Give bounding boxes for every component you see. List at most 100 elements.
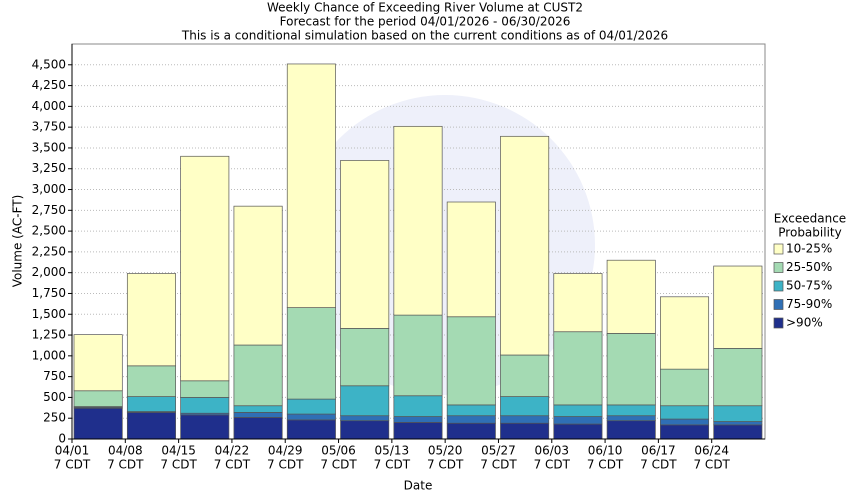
x-tick-label: 7 CDT xyxy=(54,458,91,472)
legend-swatch xyxy=(773,262,784,273)
bar-segment xyxy=(446,316,496,406)
x-tick-label: 7 CDT xyxy=(534,458,571,472)
x-tick-label: 7 CDT xyxy=(640,458,677,472)
legend-label: >90% xyxy=(786,316,823,330)
x-tick-label: 7 CDT xyxy=(480,458,517,472)
y-axis-label: Volume (AC-FT) xyxy=(11,195,25,288)
x-tick-label: 06/17 xyxy=(641,444,676,458)
y-tick-label: 4,250 xyxy=(32,78,66,92)
bar-segment xyxy=(340,160,390,329)
bar-segment xyxy=(233,417,283,440)
bar-segment xyxy=(180,155,230,382)
x-tick-label: 05/20 xyxy=(428,444,463,458)
x-tick-label: 05/27 xyxy=(481,444,516,458)
x-tick-label: 04/22 xyxy=(215,444,250,458)
y-tick-label: 3,750 xyxy=(32,120,66,134)
bar-segment xyxy=(500,354,550,397)
bar-segment xyxy=(286,63,336,308)
bar-segment xyxy=(500,415,550,424)
bar-segment xyxy=(446,415,496,424)
x-tick-label: 04/01 xyxy=(55,444,90,458)
y-tick-label: 750 xyxy=(43,369,66,383)
bar-segment xyxy=(606,420,656,440)
bar-segment xyxy=(446,201,496,318)
x-tick-label: 7 CDT xyxy=(267,458,304,472)
legend-title: Probability xyxy=(778,226,841,240)
bar-segment xyxy=(713,348,763,407)
chart-subtitle: Forecast for the period 04/01/2026 - 06/… xyxy=(280,15,571,29)
legend-swatch xyxy=(773,243,784,255)
bar-segment xyxy=(553,423,603,440)
x-tick-label: 06/10 xyxy=(588,444,623,458)
bar-segment xyxy=(286,398,336,415)
x-tick-label: 06/03 xyxy=(534,444,569,458)
bar-segment xyxy=(660,296,710,370)
legend-swatch xyxy=(773,280,784,292)
bar-segment xyxy=(446,422,496,440)
bar-segment xyxy=(713,421,763,426)
bar-segment xyxy=(340,420,390,440)
bar-segment xyxy=(180,414,230,440)
x-tick-label: 7 CDT xyxy=(693,458,730,472)
legend-label: 50-75% xyxy=(786,279,832,293)
bar-segment xyxy=(286,413,336,421)
bar-segment xyxy=(713,265,763,349)
bar-segment xyxy=(286,419,336,440)
x-axis-label: Date xyxy=(404,479,433,493)
bar-segment xyxy=(713,424,763,440)
bar-segment xyxy=(73,334,123,392)
y-tick-label: 500 xyxy=(43,390,66,404)
y-tick-label: 2,250 xyxy=(32,244,66,258)
y-tick-label: 3,500 xyxy=(32,140,66,154)
bar-segment xyxy=(126,396,176,412)
bar-segment xyxy=(393,314,443,397)
bar-segment xyxy=(500,396,550,417)
y-tick-label: 1,250 xyxy=(32,328,66,342)
x-tick-label: 04/15 xyxy=(161,444,196,458)
legend-swatch xyxy=(773,317,784,329)
x-tick-label: 06/24 xyxy=(694,444,729,458)
legend-label: 75-90% xyxy=(786,297,832,311)
bar-segment xyxy=(233,344,283,407)
bar-segment xyxy=(126,365,176,397)
bar-segment xyxy=(393,422,443,440)
y-tick-label: 4,000 xyxy=(32,99,66,113)
y-tick-label: 1,750 xyxy=(32,286,66,300)
x-tick-label: 04/08 xyxy=(108,444,143,458)
y-tick-label: 2,000 xyxy=(32,265,66,279)
y-tick-label: 2,750 xyxy=(32,203,66,217)
bar-segment xyxy=(73,390,123,407)
y-tick-label: 2,500 xyxy=(32,224,66,238)
bar-segment xyxy=(553,273,603,333)
y-tick-label: 3,250 xyxy=(32,161,66,175)
bar-segment xyxy=(606,404,656,417)
x-tick-label: 7 CDT xyxy=(587,458,624,472)
bar-segment xyxy=(660,424,710,440)
bar-segment xyxy=(286,307,336,400)
bar-segment xyxy=(446,404,496,417)
bar-segment xyxy=(340,328,390,387)
bar-segment xyxy=(660,418,710,426)
bar-segment xyxy=(340,415,390,422)
x-tick-label: 05/13 xyxy=(375,444,410,458)
bar-segment xyxy=(606,259,656,334)
y-tick-label: 1,500 xyxy=(32,307,66,321)
x-tick-label: 7 CDT xyxy=(374,458,411,472)
legend-swatch xyxy=(773,299,784,310)
bar-segment xyxy=(500,135,550,356)
y-tick-label: 1,000 xyxy=(32,348,66,362)
y-tick-label: 4,500 xyxy=(32,57,66,71)
watermark xyxy=(295,95,595,395)
legend-title: Exceedance xyxy=(774,212,846,226)
bar-segment xyxy=(393,125,443,316)
x-tick-label: 7 CDT xyxy=(320,458,357,472)
bar-segment xyxy=(393,395,443,417)
bar-segment xyxy=(393,416,443,423)
bar-segment xyxy=(660,405,710,420)
bar-segment xyxy=(233,412,283,418)
bar-segment xyxy=(606,415,656,422)
bar-segment xyxy=(126,412,176,440)
bar-segment xyxy=(500,422,550,440)
